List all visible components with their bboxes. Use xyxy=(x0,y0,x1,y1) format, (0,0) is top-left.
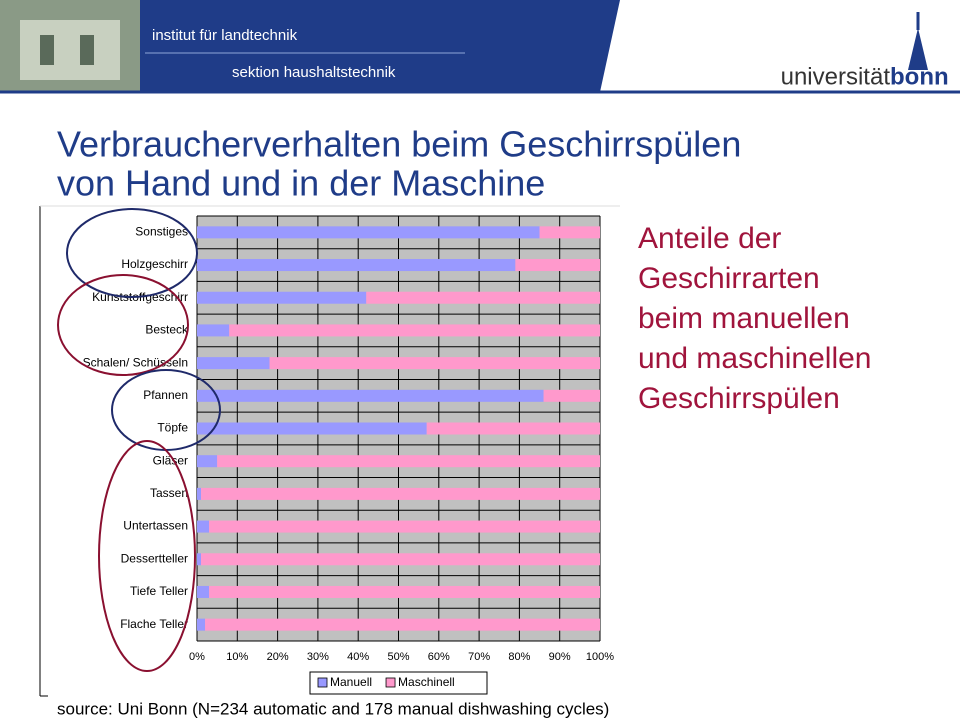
bar-segment xyxy=(426,422,600,435)
bar-segment xyxy=(197,226,540,239)
bar-segment xyxy=(197,618,206,631)
highlight-ellipse xyxy=(57,274,189,376)
building-image-detail xyxy=(40,35,54,65)
legend-label: Maschinell xyxy=(398,675,455,689)
x-tick-label: 10% xyxy=(226,651,248,663)
bar-segment xyxy=(366,291,600,304)
y-tick-label: Sonstiges xyxy=(135,225,188,239)
x-tick-label: 70% xyxy=(468,651,490,663)
bar-segment xyxy=(205,618,600,631)
y-tick-label: Untertassen xyxy=(123,519,188,533)
bar-segment xyxy=(217,455,600,468)
x-tick-label: 100% xyxy=(586,651,614,663)
logo-icon xyxy=(908,28,928,70)
side-text-line: und maschinellen xyxy=(638,342,871,375)
y-tick-label: Dessertteller xyxy=(121,551,188,565)
slide-title: Verbraucherverhalten beim Geschirrspülen xyxy=(57,124,741,165)
bar-segment xyxy=(197,553,202,566)
x-tick-label: 60% xyxy=(428,651,450,663)
bar-segment xyxy=(197,455,218,468)
logo-area xyxy=(560,0,960,92)
bar-segment xyxy=(209,585,600,598)
slide-title: von Hand und in der Maschine xyxy=(57,163,545,204)
annotations xyxy=(57,208,221,672)
side-text-line: Anteile der xyxy=(638,222,781,255)
x-tick-label: 20% xyxy=(267,651,289,663)
side-text-line: Geschirrarten xyxy=(638,262,820,295)
y-tick-label: Gläser xyxy=(153,453,188,467)
bar-segment xyxy=(197,487,202,500)
bar-segment xyxy=(197,422,427,435)
bar-segment xyxy=(197,324,230,337)
side-text: Anteile der Geschirrarten beim manuellen un… xyxy=(638,222,871,415)
x-tick-label: 50% xyxy=(387,651,409,663)
bar-segment xyxy=(197,389,544,402)
institute-name: institut für landtechnik xyxy=(152,27,298,44)
bar-segment xyxy=(515,259,600,272)
legend: Manuell Maschinell xyxy=(309,671,488,695)
bar-segment xyxy=(197,520,210,533)
university-logo-bold: bonn xyxy=(890,63,949,90)
x-tick-label: 90% xyxy=(549,651,571,663)
highlight-ellipse xyxy=(66,208,198,298)
y-tick-label: Tassen xyxy=(150,486,188,500)
section-name: sektion haushaltstechnik xyxy=(232,64,396,81)
source-note: source: Uni Bonn (N=234 automatic and 17… xyxy=(57,699,609,718)
x-tick-label: 0% xyxy=(189,651,205,663)
highlight-ellipse xyxy=(98,440,196,672)
bar-segment xyxy=(543,389,600,402)
bar-segment xyxy=(197,291,367,304)
building-image-detail xyxy=(80,35,94,65)
y-tick-label: Töpfe xyxy=(157,421,188,435)
building-image-detail xyxy=(20,20,120,80)
x-tick-label: 40% xyxy=(347,651,369,663)
y-tick-label: Tiefe Teller xyxy=(130,584,188,598)
legend-swatch xyxy=(317,677,328,688)
y-tick-label: Flache Teller xyxy=(120,617,188,631)
bar-segment xyxy=(201,553,600,566)
university-logo-text: universität xyxy=(781,63,891,90)
side-text-line: Geschirrspülen xyxy=(638,382,840,415)
bar-segment xyxy=(201,487,600,500)
bar-segment xyxy=(197,585,210,598)
y-tick-label: Pfannen xyxy=(143,388,188,402)
legend-swatch xyxy=(385,677,396,688)
legend-label: Manuell xyxy=(330,675,372,689)
legend-box xyxy=(309,671,488,695)
x-tick-label: 30% xyxy=(307,651,329,663)
y-tick-label: Holzgeschirr xyxy=(121,257,188,271)
bar-segment xyxy=(197,259,516,272)
header-curve xyxy=(560,0,620,92)
side-text-line: beim manuellen xyxy=(638,302,850,335)
bar-segment xyxy=(229,324,601,337)
bar-segment xyxy=(269,357,600,370)
bar-segment xyxy=(197,357,270,370)
bar-segment xyxy=(209,520,600,533)
x-tick-label: 80% xyxy=(508,651,530,663)
y-tick-label: Besteck xyxy=(145,323,189,337)
plot: 0% 10% 20% 30% 40% 50% 60% 70% 80% 90% 100% Sonstig… xyxy=(83,215,614,695)
bar-segment xyxy=(539,226,600,239)
